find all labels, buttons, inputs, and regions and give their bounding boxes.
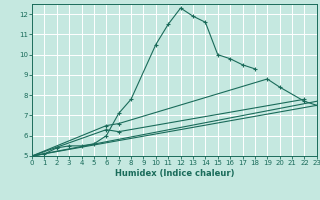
- X-axis label: Humidex (Indice chaleur): Humidex (Indice chaleur): [115, 169, 234, 178]
